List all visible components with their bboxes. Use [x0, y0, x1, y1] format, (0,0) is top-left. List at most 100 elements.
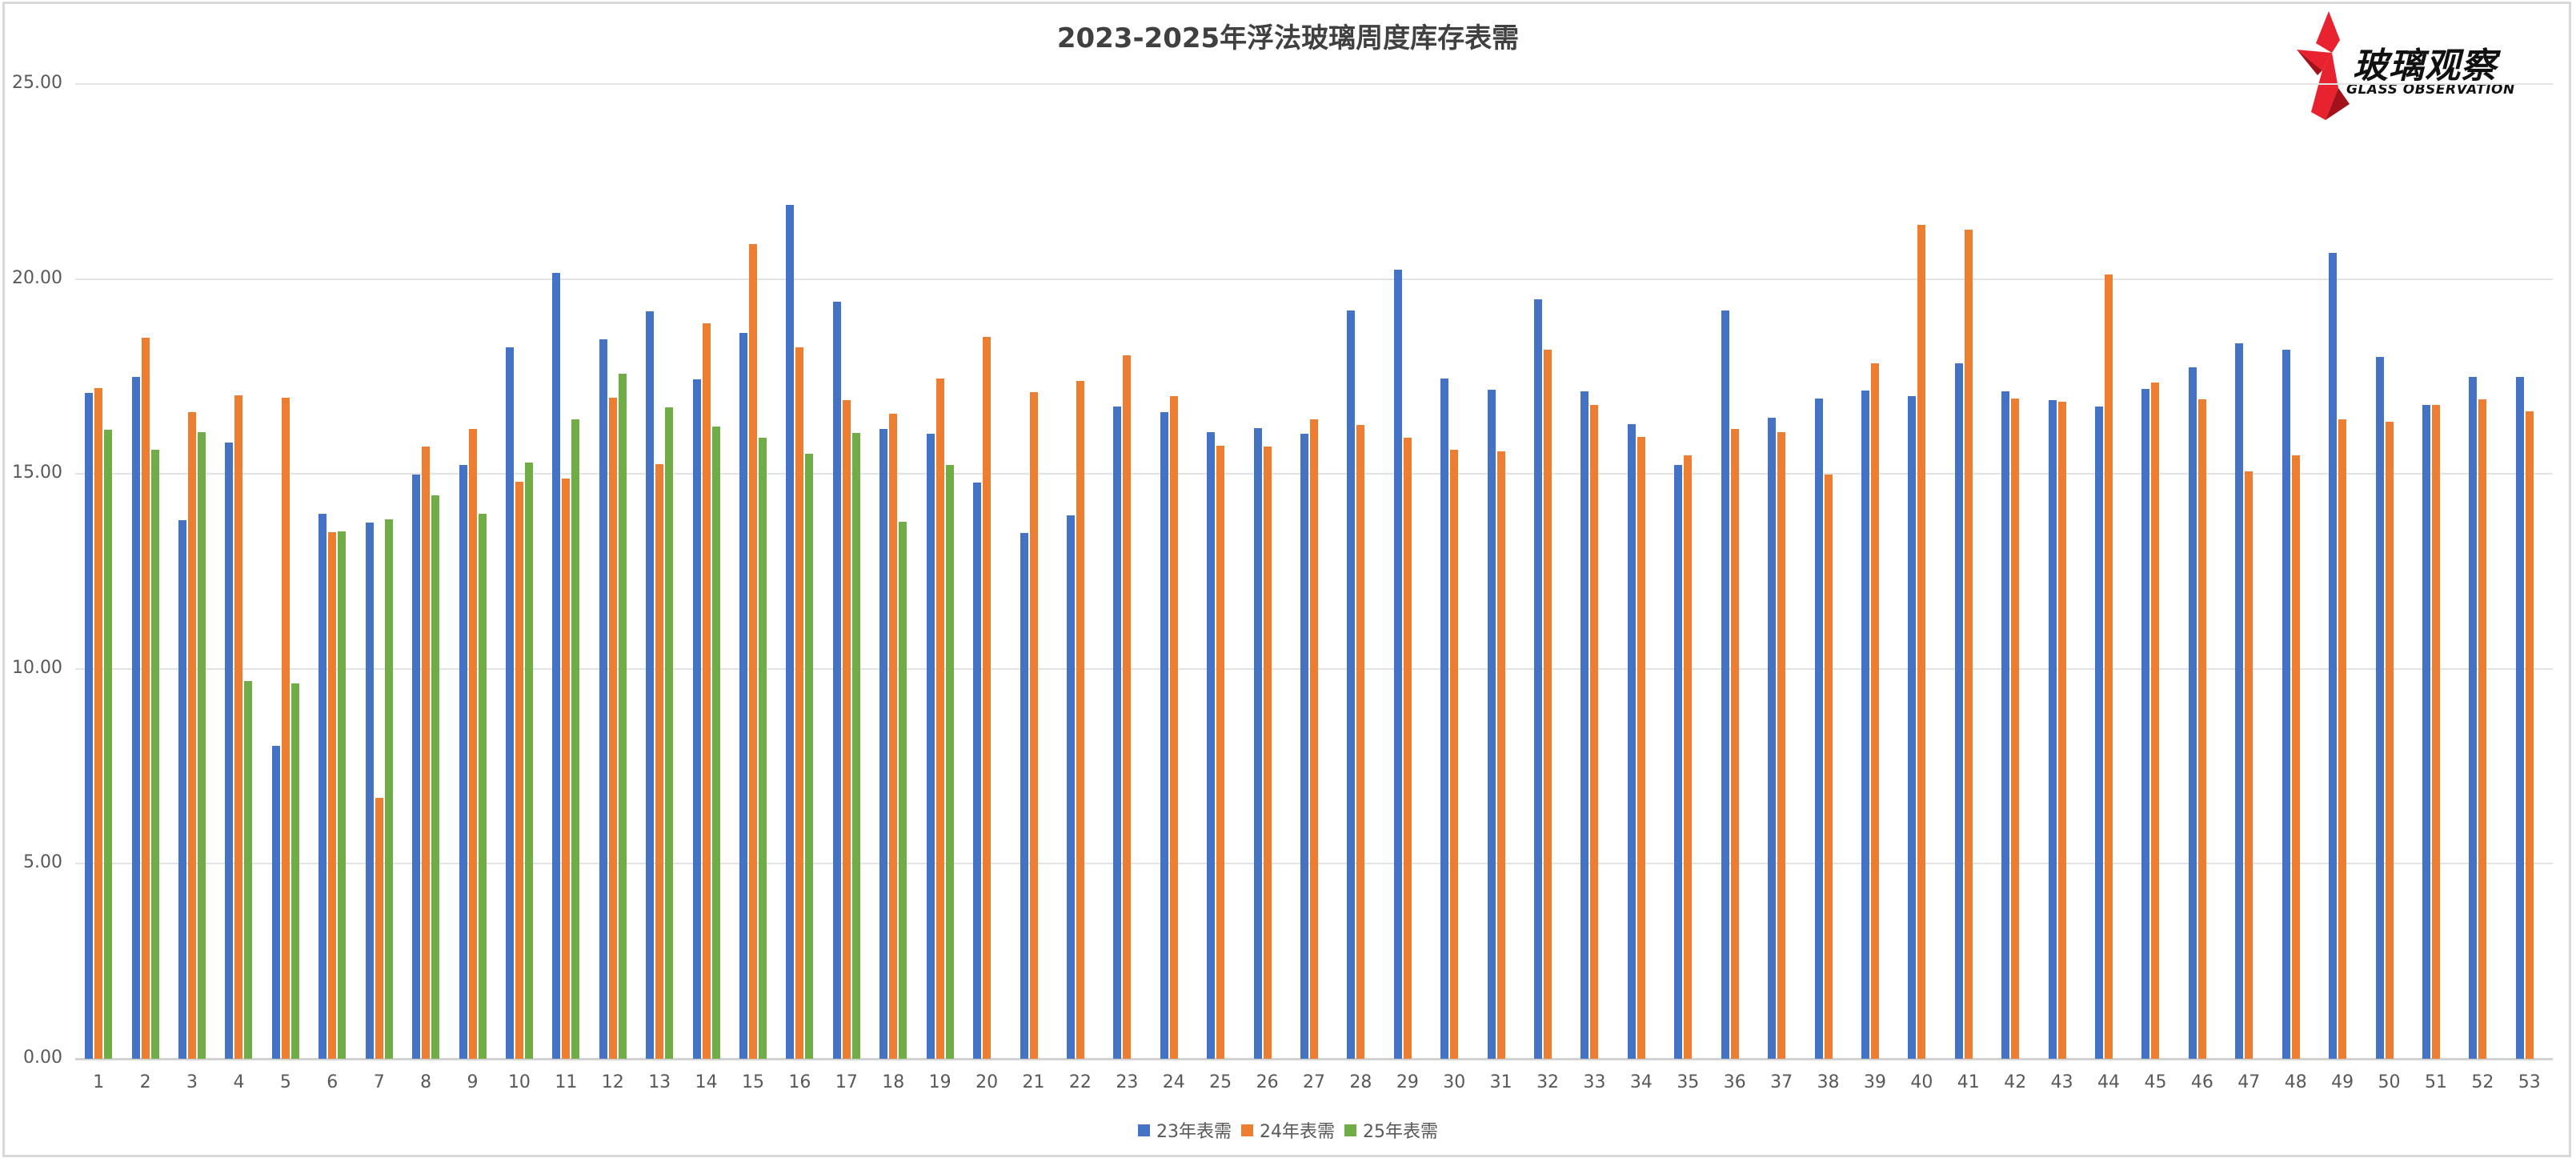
bar — [935, 378, 944, 1059]
x-tick-label: 30 — [1443, 1072, 1466, 1092]
x-tick-label: 15 — [742, 1072, 765, 1092]
x-tick-label: 9 — [467, 1072, 479, 1092]
bar — [926, 433, 935, 1059]
plot-area — [75, 83, 2553, 1060]
bar — [2478, 399, 2487, 1059]
bar — [2105, 274, 2113, 1059]
x-tick-label: 7 — [373, 1072, 385, 1092]
legend-item[interactable]: 24年表需 — [1241, 1117, 1335, 1143]
x-tick-label: 37 — [1770, 1072, 1793, 1092]
logo-english-text: GLASS OBSERVATION — [2346, 82, 2515, 98]
bar — [1496, 451, 1505, 1059]
x-tick-label: 48 — [2284, 1072, 2307, 1092]
bar — [692, 379, 701, 1059]
red-star-icon — [2297, 11, 2350, 120]
bar — [899, 522, 907, 1059]
bar — [1777, 431, 1786, 1059]
x-tick-label: 24 — [1162, 1072, 1185, 1092]
glass-observation-logo: 玻璃观察 GLASS OBSERVATION — [2294, 8, 2534, 120]
x-tick-label: 2 — [139, 1072, 151, 1092]
bar — [234, 395, 243, 1059]
bar — [1964, 230, 1973, 1059]
bar — [290, 683, 299, 1059]
bar — [2141, 389, 2150, 1059]
x-tick-label: 28 — [1349, 1072, 1372, 1092]
bar — [805, 454, 814, 1059]
bar — [1721, 311, 1729, 1059]
bar — [1674, 465, 1683, 1059]
bar — [1627, 423, 1636, 1059]
bar — [1207, 431, 1216, 1059]
x-tick-label: 6 — [327, 1072, 339, 1092]
x-axis-line — [75, 1058, 2553, 1060]
x-tick-label: 25 — [1209, 1072, 1232, 1092]
bar — [1590, 404, 1599, 1059]
y-tick-label: 20.00 — [12, 267, 62, 288]
bar — [468, 429, 477, 1059]
legend-swatch-icon — [1344, 1124, 1356, 1136]
x-tick-label: 44 — [2097, 1072, 2121, 1092]
bar — [2431, 405, 2440, 1059]
x-tick-label: 39 — [1863, 1072, 1886, 1092]
bar — [2515, 376, 2524, 1059]
x-tick-label: 49 — [2331, 1072, 2354, 1092]
bar — [665, 407, 674, 1059]
y-tick-label: 10.00 — [12, 657, 62, 678]
x-tick-label: 40 — [1910, 1072, 1933, 1092]
bar — [244, 681, 253, 1059]
legend-swatch-icon — [1241, 1124, 1253, 1136]
x-tick-label: 38 — [1817, 1072, 1840, 1092]
bar — [1870, 363, 1879, 1059]
x-tick-label: 52 — [2471, 1072, 2494, 1092]
bar — [1824, 475, 1833, 1059]
legend-item[interactable]: 25年表需 — [1344, 1117, 1438, 1143]
bar — [1684, 455, 1693, 1059]
bar — [618, 374, 627, 1059]
bar — [2525, 411, 2534, 1059]
bar — [1544, 349, 1552, 1059]
bar — [739, 332, 748, 1059]
x-tick-label: 12 — [601, 1072, 624, 1092]
bar — [318, 514, 327, 1059]
y-tick-label: 15.00 — [12, 463, 62, 483]
bar — [608, 397, 617, 1059]
bar — [1534, 299, 1543, 1059]
legend-label: 24年表需 — [1260, 1122, 1335, 1142]
bar — [879, 428, 888, 1059]
bar — [2422, 405, 2430, 1059]
bar — [1169, 395, 1178, 1059]
bar — [2151, 382, 2160, 1059]
x-tick-label: 46 — [2190, 1072, 2213, 1092]
bar — [599, 339, 607, 1059]
x-tick-label: 51 — [2424, 1072, 2447, 1092]
bar — [1020, 533, 1028, 1059]
x-tick-label: 1 — [93, 1072, 105, 1092]
bar — [281, 397, 290, 1059]
bar — [1310, 419, 1318, 1059]
bar — [711, 426, 720, 1059]
bar — [1450, 449, 1459, 1059]
legend-swatch-icon — [1138, 1124, 1150, 1136]
x-tick-label: 13 — [648, 1072, 671, 1092]
bar — [2095, 407, 2104, 1059]
y-tick-label: 25.00 — [12, 73, 62, 93]
bar — [1300, 433, 1308, 1059]
bar — [131, 376, 140, 1059]
logo-chinese-text: 玻璃观察 — [2353, 46, 2497, 86]
chart-title: 2023-2025年浮法玻璃周度库存表需 — [1056, 22, 1520, 54]
legend-item[interactable]: 23年表需 — [1138, 1117, 1232, 1143]
bar — [749, 244, 758, 1059]
bar — [1393, 269, 1402, 1059]
x-tick-label: 33 — [1583, 1072, 1606, 1092]
gridline — [75, 83, 2553, 85]
bar — [1954, 363, 1963, 1059]
bar — [225, 442, 234, 1059]
x-tick-label: 50 — [2378, 1072, 2401, 1092]
y-tick-label: 5.00 — [23, 852, 62, 873]
bar — [478, 514, 487, 1059]
bar — [889, 413, 898, 1059]
bar — [1029, 391, 1038, 1059]
bar — [655, 463, 664, 1059]
bar — [1066, 515, 1075, 1059]
bar — [759, 438, 767, 1059]
